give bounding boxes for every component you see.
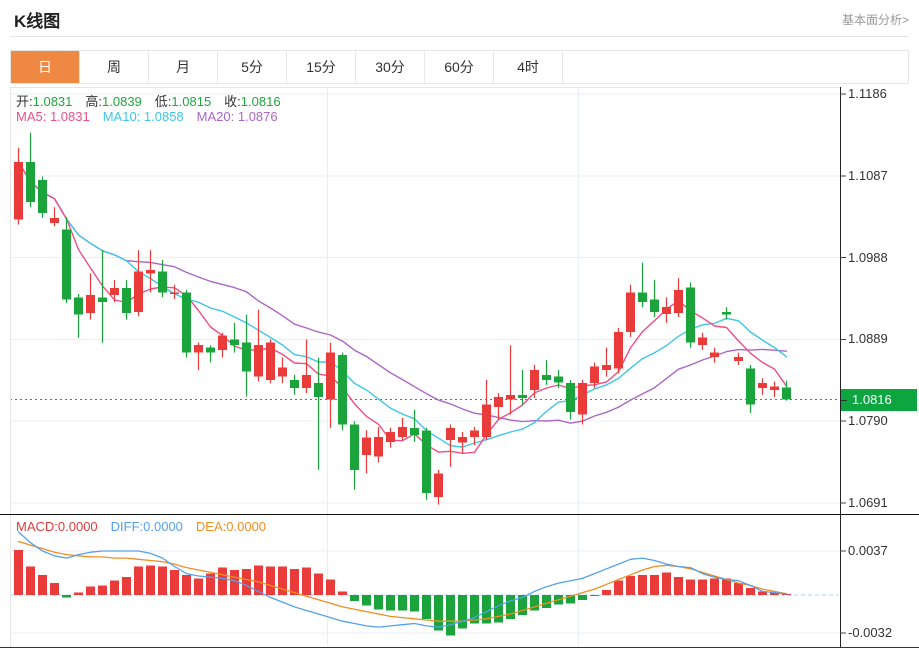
tab-4hour[interactable]: 4时 [494, 51, 563, 83]
ohlc-legend: 开:1.0831 高:1.0839 低:1.0815 收:1.0816 [16, 91, 281, 110]
low-label: 低: [154, 94, 172, 109]
ohlc-close: 收:1.0816 [224, 91, 280, 110]
low-value: 1.0815 [171, 94, 212, 109]
y-axis-label: 0.0037 [848, 543, 888, 558]
open-label: 开: [16, 94, 33, 109]
ma-legend: MA5: 1.0831 MA10: 1.0858 MA20: 1.0876 [16, 109, 278, 124]
dea-value-legend: DEA:0.0000 [195, 519, 267, 534]
tab-week[interactable]: 周 [80, 51, 149, 83]
close-value: 1.0816 [240, 94, 281, 109]
widget-header: K线图 基本面分析> [10, 0, 909, 37]
tab-30min[interactable]: 30分 [356, 51, 425, 83]
current-price-badge: 1.0816 [841, 388, 917, 411]
open-value: 1.0831 [32, 94, 73, 109]
ohlc-low: 低:1.0815 [155, 91, 211, 110]
timeframe-tabbar: 日周月 5分 15分 30分 60分 4时 [10, 50, 909, 84]
ohlc-high: 高:1.0839 [85, 91, 141, 110]
macd-legend: MACD:0.0000 DIFF:0.0000 DEA:0.0000 [16, 519, 266, 534]
tab-60min[interactable]: 60分 [425, 51, 494, 83]
ohlc-open: 开:1.0831 [16, 91, 72, 110]
y-axis-label: 1.0889 [848, 331, 888, 347]
tab-day[interactable]: 日 [11, 51, 80, 83]
tab-5min[interactable]: 5分 [218, 51, 287, 83]
high-value: 1.0839 [102, 94, 142, 109]
macd-value-legend: MACD:0.0000 [16, 519, 98, 534]
tab-15min[interactable]: 15分 [287, 51, 356, 83]
ma20-legend: MA20: 1.0876 [196, 109, 278, 124]
diff-value-legend: DIFF:0.0000 [110, 519, 183, 534]
fundamental-analysis-link[interactable]: 基本面分析> [841, 13, 909, 27]
y-axis-label: 1.1087 [848, 167, 888, 183]
high-label: 高: [85, 94, 103, 109]
y-axis-label: 1.0691 [848, 495, 888, 510]
tab-month[interactable]: 月 [149, 51, 218, 83]
y-axis-label: 1.0790 [848, 413, 888, 429]
y-axis-label: 1.0988 [848, 249, 888, 265]
close-label: 收: [224, 94, 241, 109]
y-axis-label: -0.0032 [848, 625, 893, 641]
ma5-legend: MA5: 1.0831 [16, 109, 90, 124]
page-title: K线图 [14, 12, 61, 31]
y-axis-label: 1.1186 [848, 86, 887, 101]
ma10-legend: MA10: 1.0858 [102, 109, 184, 124]
